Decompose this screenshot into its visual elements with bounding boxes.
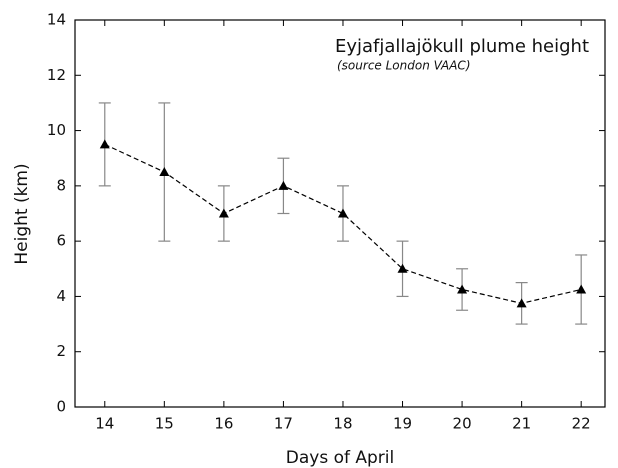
marker <box>457 284 468 294</box>
x-tick-label: 21 <box>512 415 531 433</box>
plot-frame <box>74 19 606 408</box>
marker <box>218 208 229 218</box>
x-axis-label: Days of April <box>286 448 394 468</box>
x-tick-label: 14 <box>95 415 114 433</box>
x-tick-label: 18 <box>333 415 352 433</box>
marker <box>337 208 348 218</box>
marker <box>576 284 587 294</box>
y-tick-label: 6 <box>56 232 66 250</box>
x-tick-label: 20 <box>453 415 472 433</box>
x-tick-label: 17 <box>274 415 293 433</box>
x-tick-label: 22 <box>572 415 591 433</box>
y-tick-label: 12 <box>47 66 66 84</box>
y-tick-label: 4 <box>56 287 66 305</box>
y-tick-label: 14 <box>47 11 66 29</box>
y-tick-label: 10 <box>47 121 66 139</box>
marker <box>278 180 289 190</box>
marker <box>99 139 110 149</box>
line <box>104 143 582 304</box>
y-tick-label: 2 <box>56 342 66 360</box>
chart-title: Eyjafjallajökull plume height <box>335 36 589 57</box>
y-axis-label: Height (km) <box>12 163 32 264</box>
y-tick-label: 8 <box>56 176 66 194</box>
x-tick-label: 16 <box>214 415 233 433</box>
chart-subtitle: (source London VAAC) <box>337 59 471 73</box>
y-tick-label: 0 <box>56 398 66 416</box>
marker <box>397 263 408 273</box>
x-tick-label: 15 <box>155 415 174 433</box>
marker <box>159 167 170 177</box>
x-tick-label: 19 <box>393 415 412 433</box>
marker <box>516 298 527 308</box>
